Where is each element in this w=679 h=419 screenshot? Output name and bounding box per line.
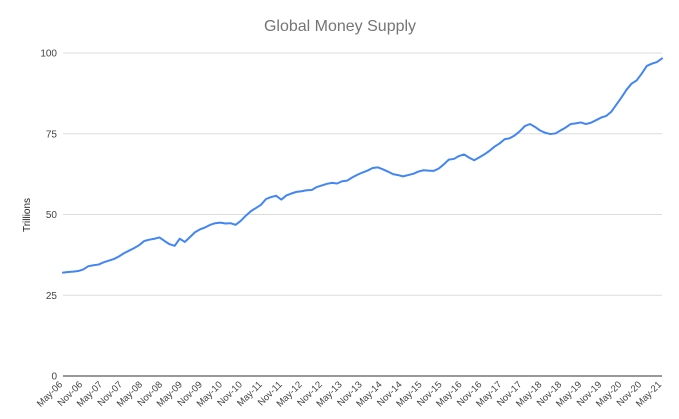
chart-title: Global Money Supply	[264, 18, 416, 35]
gridlines	[63, 52, 662, 377]
y-axis-title: Trillions	[22, 198, 33, 232]
x-axis: May-06Nov-06May-07Nov-07May-08Nov-08May-…	[35, 379, 664, 409]
y-tick-label: 100	[40, 49, 57, 60]
series-layer	[62, 57, 663, 274]
series-line	[62, 57, 663, 274]
y-tick-label: 0	[51, 372, 57, 383]
y-tick-label: 50	[46, 210, 58, 221]
y-tick-label: 25	[46, 291, 58, 302]
y-tick-label: 75	[46, 129, 58, 140]
y-axis: 0 25 50 75 100	[40, 49, 57, 383]
